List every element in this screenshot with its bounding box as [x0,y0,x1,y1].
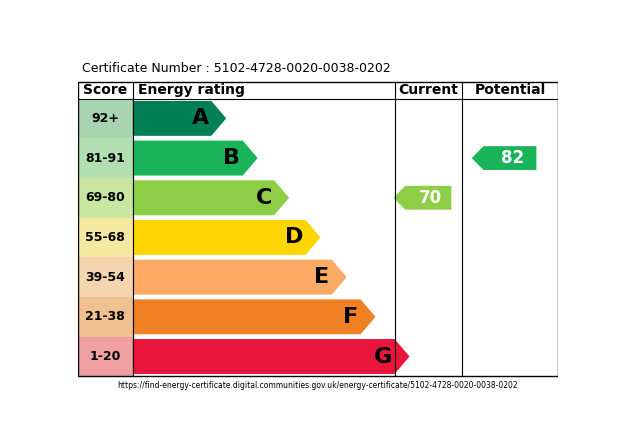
Text: 92+: 92+ [91,112,119,125]
Text: 1-20: 1-20 [89,350,121,363]
Bar [78,99,133,138]
Polygon shape [472,146,536,170]
Polygon shape [133,299,376,334]
Bar [78,257,133,297]
Text: G: G [374,347,392,367]
Text: Score: Score [83,83,127,97]
Text: 81-91: 81-91 [85,151,125,165]
Text: 82: 82 [501,149,524,167]
Text: 69-80: 69-80 [86,191,125,204]
Text: Current: Current [398,83,458,97]
Polygon shape [133,180,289,215]
Text: 55-68: 55-68 [85,231,125,244]
Bar [78,138,133,178]
Bar [78,337,133,376]
Text: 39-54: 39-54 [85,271,125,284]
Polygon shape [133,220,321,255]
Text: https://find-energy-certificate.digital.communities.gov.uk/energy-certificate/51: https://find-energy-certificate.digital.… [117,381,518,390]
Bar [78,218,133,257]
Polygon shape [393,186,451,210]
Text: C: C [255,188,272,208]
Polygon shape [133,141,257,176]
Text: 70: 70 [419,189,442,207]
Text: D: D [285,227,303,247]
Bar [78,297,133,337]
Text: Potential: Potential [474,83,546,97]
Text: E: E [314,267,329,287]
Text: 21-38: 21-38 [85,310,125,323]
Text: B: B [223,148,241,168]
Polygon shape [133,260,347,295]
Text: F: F [343,307,358,327]
Polygon shape [133,101,226,136]
Text: Certificate Number : 5102-4728-0020-0038-0202: Certificate Number : 5102-4728-0020-0038… [82,62,391,74]
Bar [78,178,133,218]
Text: A: A [192,108,209,128]
Polygon shape [133,339,409,374]
Text: Energy rating: Energy rating [138,83,244,97]
Bar [78,81,558,376]
